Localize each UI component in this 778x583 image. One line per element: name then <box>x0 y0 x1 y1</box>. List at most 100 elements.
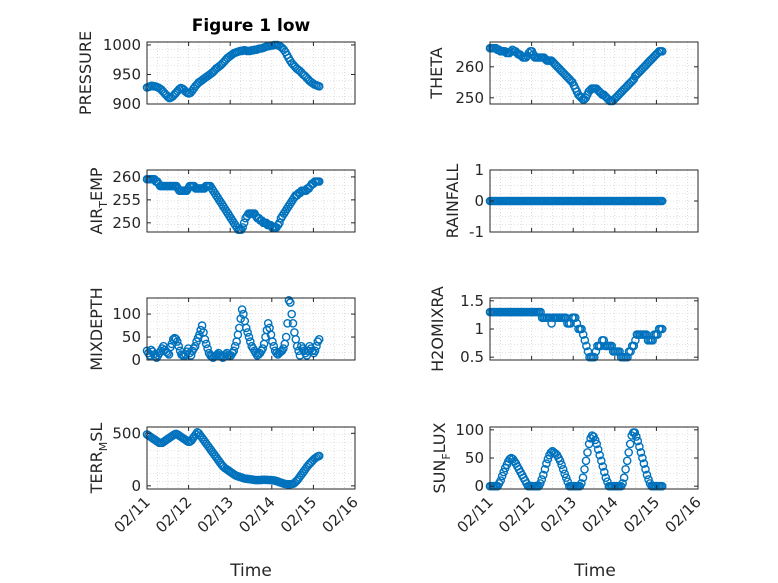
sun_flux-point <box>630 428 640 437</box>
pressure-point <box>314 82 324 91</box>
sun_flux-point <box>583 448 592 457</box>
rainfall-point <box>657 196 667 206</box>
sun_flux-point <box>644 475 653 484</box>
figure-title: Figure 1 low <box>192 16 311 36</box>
mixdepth-point <box>283 318 292 328</box>
terr_msl-xtick-label: 02/11 <box>111 493 154 536</box>
pressure-frame <box>146 41 356 105</box>
h2omixra-ylabel: H2OMIXRA <box>428 286 447 372</box>
rainfall-ytick-label: 1 <box>474 161 484 179</box>
sun_flux-point <box>633 436 643 446</box>
sun_flux-point <box>632 432 641 441</box>
mixdepth-ytick-label: 50 <box>122 328 141 346</box>
sun_flux-point <box>537 475 547 484</box>
terr_msl-xtick-label: 02/13 <box>194 493 237 536</box>
sun_flux-point <box>505 454 515 464</box>
theta-ytick-label: 260 <box>455 58 484 76</box>
terr_msl-xtick-label: 02/15 <box>277 493 320 536</box>
theta-ylabel: THETA <box>427 47 446 99</box>
air_temp-ytick-label: 250 <box>112 214 141 232</box>
h2omixra-point <box>577 324 586 334</box>
h2omixra-point <box>590 352 599 362</box>
pressure-ytick-label: 1000 <box>103 36 141 54</box>
mixdepth-point <box>237 305 247 314</box>
sun_flux-point <box>622 456 632 466</box>
sun_flux-ylabel: SUNFLUX <box>430 422 453 493</box>
mixdepth-point <box>200 334 210 344</box>
air_temp-point <box>275 218 284 228</box>
sun_flux-point <box>561 473 571 483</box>
pressure-ytick-label: 950 <box>112 65 141 83</box>
air_temp-point <box>239 218 249 228</box>
sun_flux-xtick-label: 02/15 <box>620 493 663 536</box>
mixdepth-point <box>292 341 302 351</box>
terr_msl-xtick-label: 02/14 <box>235 493 278 536</box>
sun_flux-ytick-label: 100 <box>455 421 484 439</box>
theta-axes: 250 260 THETA <box>427 41 699 107</box>
sun_flux-point <box>597 456 606 466</box>
right-xlabel: Time <box>573 561 616 581</box>
h2omixra-point <box>571 313 580 323</box>
theta-ytick-label: 250 <box>455 89 484 107</box>
air_temp-ytick-label: 260 <box>112 168 141 186</box>
sun_flux-point <box>577 479 586 488</box>
terr_msl-ytick-label: 0 <box>131 477 141 495</box>
sun_flux-point <box>539 470 548 480</box>
terr_msl-xtick-label: 02/16 <box>319 493 362 536</box>
sun_flux-point <box>560 469 570 479</box>
sun_flux-point <box>497 471 507 481</box>
mixdepth-point <box>285 298 295 307</box>
rainfall-ytick-label: 0 <box>474 192 484 210</box>
sun_flux-point <box>578 473 588 483</box>
rainfall-ylabel: RAINFALL <box>443 164 462 239</box>
mixdepth-point <box>279 344 288 353</box>
sun_flux-point <box>536 479 545 488</box>
mixdepth-point <box>174 341 183 351</box>
rainfall-axes: -1 0 1 RAINFALL <box>443 161 699 241</box>
sun_flux-xtick-label: 02/11 <box>454 493 497 536</box>
sun_flux-xtick-label: 02/14 <box>578 493 621 536</box>
mixdepth-ytick-label: 0 <box>131 351 141 369</box>
sun_flux-point <box>496 476 506 485</box>
mixdepth-point <box>172 337 182 346</box>
h2omixra-point <box>580 335 590 345</box>
theta-point <box>506 47 516 56</box>
pressure-axes: 900 950 1000 PRESSURE <box>76 31 356 115</box>
sun_flux-point <box>590 435 600 445</box>
theta-frame <box>489 41 699 105</box>
sun_flux-point <box>601 473 611 483</box>
terr_msl-frame <box>146 426 356 490</box>
air_temp-ytick-label: 255 <box>112 191 141 209</box>
sun_flux-point <box>624 448 634 457</box>
mixdepth-point <box>230 341 240 351</box>
sun_flux-point <box>540 464 550 474</box>
left-xlabel: Time <box>229 561 272 581</box>
mixdepth-axes: 0 50 100 MIXDEPTH <box>87 287 356 371</box>
sun_flux-point <box>600 467 609 477</box>
sun_flux-point <box>635 442 644 452</box>
terr_msl-ylabel: TERRMSL <box>87 423 110 495</box>
pressure-ytick-label: 900 <box>112 95 141 113</box>
h2omixra-ytick-label: 1.5 <box>460 292 484 310</box>
mixdepth-point <box>229 346 239 356</box>
sun_flux-point <box>641 464 650 474</box>
mixdepth-point <box>281 332 291 342</box>
sun_flux-point <box>580 464 589 474</box>
sun_flux-point <box>598 462 608 471</box>
sun_flux-point <box>625 439 635 449</box>
mixdepth-point <box>287 309 297 319</box>
sun_flux-point <box>557 460 566 470</box>
h2omixra-point <box>578 330 588 339</box>
terr_msl-ytick-label: 500 <box>112 424 141 442</box>
mixdepth-point <box>195 330 204 340</box>
sun_flux-point <box>555 456 565 466</box>
mixdepth-point <box>310 346 320 356</box>
sun_flux-ytick-label: 50 <box>465 449 484 467</box>
h2omixra-axes: 0.5 1 1.5 H2OMIXRA <box>428 286 699 372</box>
mixdepth-point <box>203 344 212 353</box>
mixdepth-point <box>268 337 277 346</box>
mixdepth-ytick-label: 100 <box>112 305 141 323</box>
